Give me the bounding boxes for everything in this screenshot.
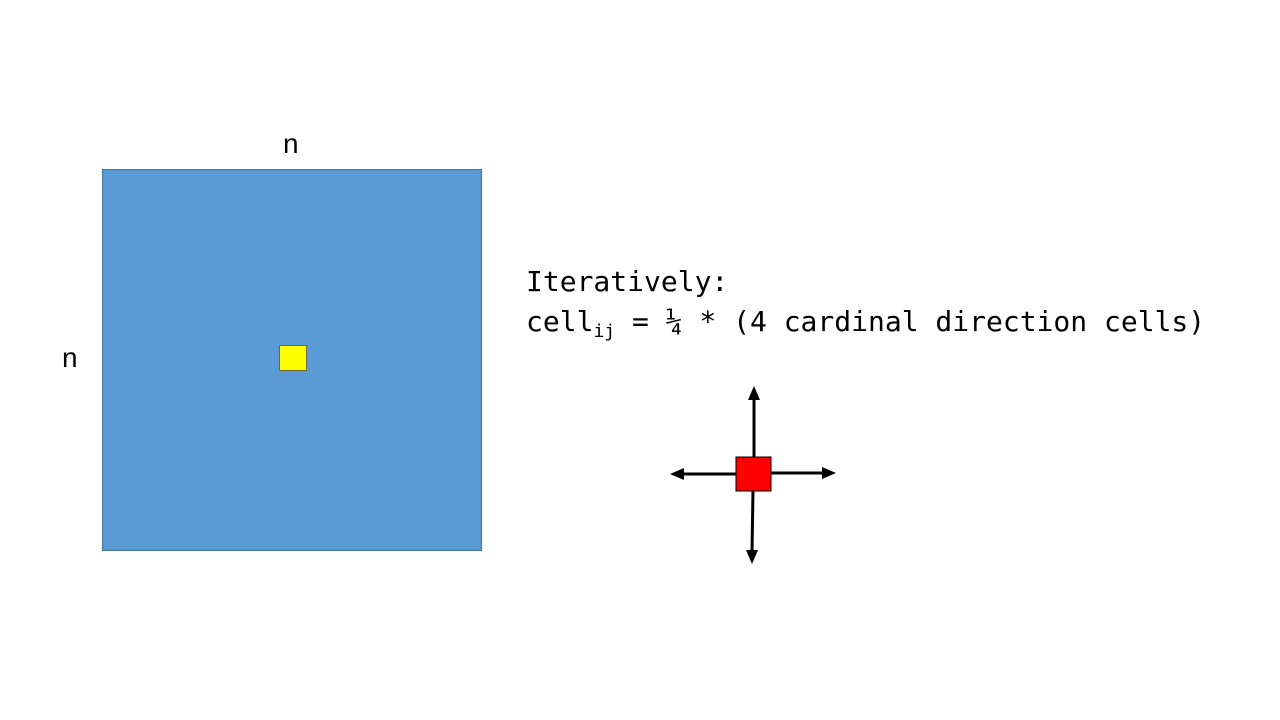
formula-block: Iteratively: cellij = ¼ * (4 cardinal di… xyxy=(526,262,1205,342)
arrow-right-head xyxy=(822,467,836,479)
arrow-down-head xyxy=(746,550,758,564)
heading-text: Iteratively: xyxy=(526,265,729,298)
grid-height-label: n xyxy=(62,342,78,373)
arrow-down-line xyxy=(750,489,755,553)
four-direction-arrows-icon xyxy=(670,386,836,564)
center-cell xyxy=(279,345,307,371)
arrow-up-head xyxy=(748,386,760,400)
formula-rhs: = ¼ * (4 cardinal direction cells) xyxy=(615,305,1206,338)
formula-subscript: ij xyxy=(593,321,616,342)
grid-width-label: n xyxy=(283,128,299,159)
arrow-left-head xyxy=(670,468,684,480)
formula-lhs: cell xyxy=(526,305,594,338)
stencil-cell xyxy=(735,456,772,492)
